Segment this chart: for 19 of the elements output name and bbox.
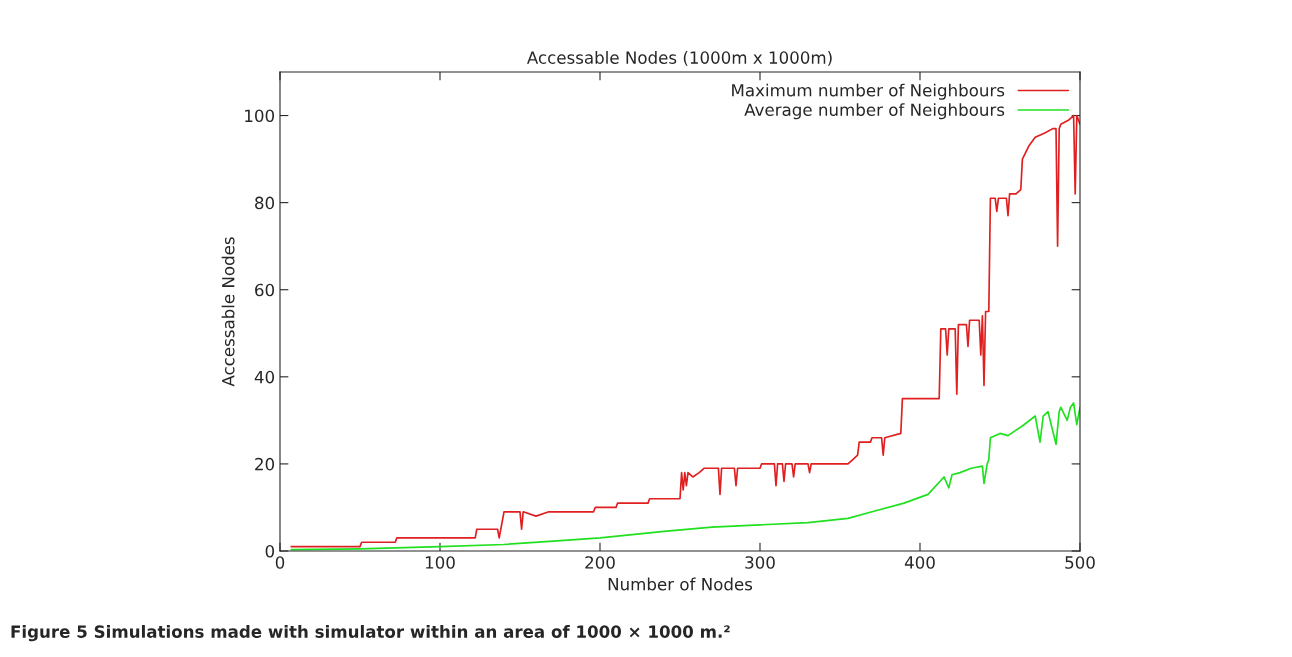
x-tick-label: 500	[1065, 556, 1095, 569]
legend-label: Average number of Neighbours	[744, 103, 1005, 120]
y-tick-label: 60	[255, 283, 275, 297]
legend-label: Maximum number of Neighbours	[732, 83, 1005, 100]
y-tick-label: 20	[255, 457, 275, 471]
y-tick-label: 80	[255, 196, 275, 210]
line-series	[290, 402, 1080, 551]
x-tick-label: 400	[904, 556, 935, 569]
x-axis-title: Number of Nodes	[608, 577, 753, 591]
x-tick-label: 0	[275, 556, 285, 569]
y-tick-label: 0	[265, 544, 275, 558]
x-tick-label: 200	[585, 556, 615, 569]
x-tick-label: 300	[745, 556, 775, 569]
caption: Figure 5 Simulations made with simulator within an area of 1000 × 1000 m.²	[11, 625, 730, 642]
chart-title: Accessable Nodes (1000m x 1000m)	[526, 51, 832, 66]
y-tick-label: 40	[254, 370, 275, 384]
y-tick-label: 100	[245, 109, 275, 123]
y-axis-title: Accessable Nodes	[221, 237, 235, 387]
x-tick-label: 100	[425, 556, 455, 569]
